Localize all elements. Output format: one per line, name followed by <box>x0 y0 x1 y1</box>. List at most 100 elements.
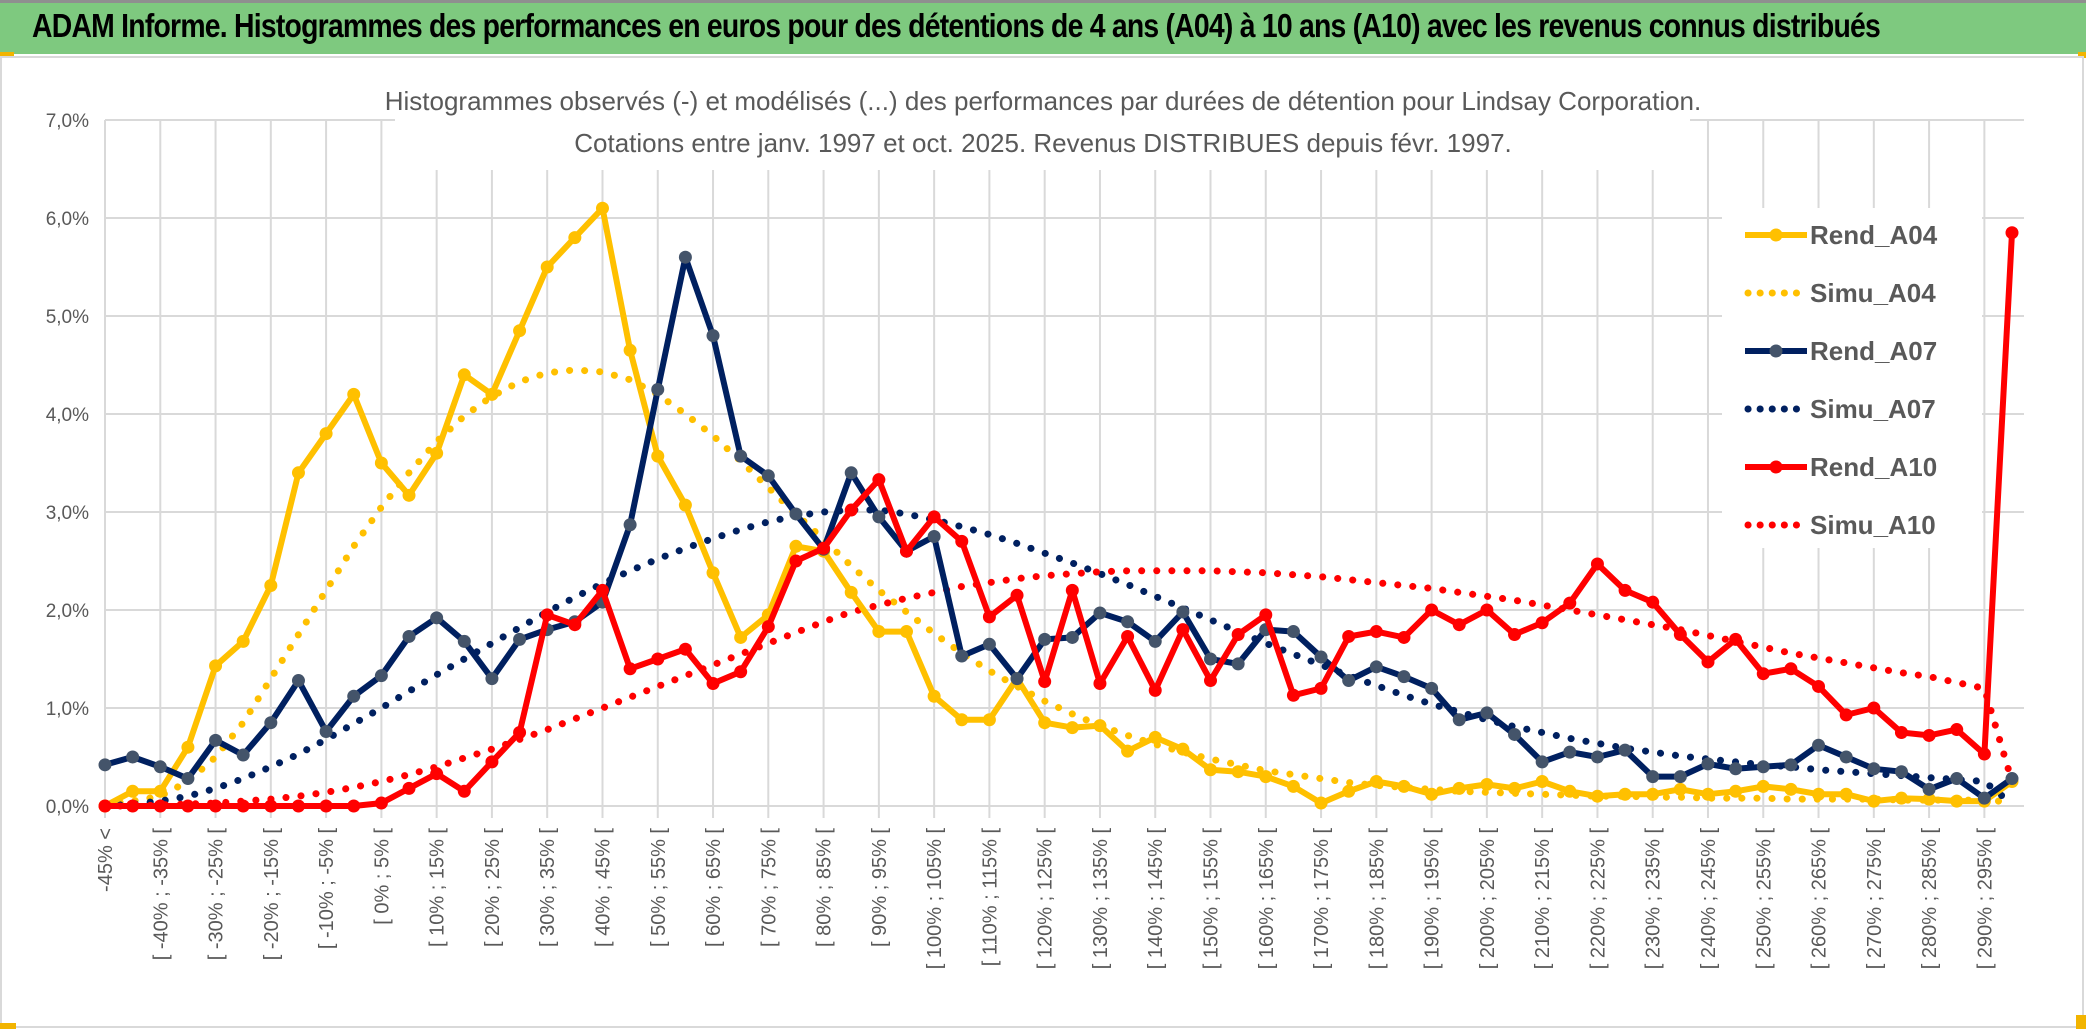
y-tick-label: 2,0% <box>46 601 89 622</box>
data-point <box>1729 784 1743 798</box>
chart-frame <box>0 56 2084 1028</box>
data-point <box>1673 782 1687 796</box>
data-point <box>347 387 361 401</box>
data-point <box>872 510 886 524</box>
data-point <box>1950 772 1964 786</box>
data-point <box>430 611 444 625</box>
data-point <box>1508 781 1522 795</box>
data-point <box>1286 779 1300 793</box>
x-tick-label: [ 170% ; 175% [ <box>1311 828 1333 970</box>
data-point <box>1894 726 1908 739</box>
data-point <box>1894 791 1908 805</box>
data-point <box>402 629 416 643</box>
x-tick-label: [ -40% ; -35% [ <box>150 828 172 961</box>
data-point <box>209 799 223 813</box>
data-point <box>513 726 527 739</box>
data-point <box>982 637 996 651</box>
data-point <box>540 260 554 274</box>
data-point <box>1038 632 1052 646</box>
data-point <box>1038 716 1052 730</box>
data-point <box>1618 743 1632 757</box>
data-point <box>1535 616 1549 630</box>
data-point <box>706 677 720 690</box>
data-point <box>734 665 748 679</box>
legend-label: Rend_A04 <box>1810 220 1938 250</box>
data-point <box>568 231 582 245</box>
data-point <box>1922 782 1936 796</box>
data-point <box>1425 681 1439 695</box>
data-point <box>1176 605 1190 619</box>
data-point <box>1977 791 1991 805</box>
data-point <box>457 368 471 382</box>
x-tick-label: [ 70% ; 75% [ <box>758 828 780 947</box>
data-point <box>1756 779 1770 793</box>
data-point <box>1563 596 1577 610</box>
data-point <box>844 466 858 480</box>
data-point <box>1508 727 1522 741</box>
data-point <box>1839 787 1853 801</box>
data-point <box>1646 595 1660 609</box>
series-layer <box>98 201 2019 813</box>
data-point <box>347 799 361 813</box>
data-point <box>264 716 278 730</box>
data-point <box>955 534 969 548</box>
data-point <box>1259 608 1273 622</box>
data-point <box>1342 629 1356 643</box>
legend-item: Simu_A07 <box>1744 394 1936 424</box>
data-point <box>1590 789 1604 803</box>
data-point <box>678 642 692 656</box>
data-point <box>844 585 858 599</box>
data-point <box>291 799 305 813</box>
y-tick-label: 4,0% <box>46 405 89 426</box>
x-tick-label: [ 90% ; 95% [ <box>869 828 891 947</box>
data-point <box>734 630 748 644</box>
data-point <box>1701 787 1715 801</box>
legend: Rend_A04 Simu_A04 Rend_A07 Simu_A07 Rend_A10… <box>1722 208 1982 548</box>
legend-background <box>1722 208 1982 548</box>
data-point <box>126 750 140 764</box>
chart-title: Histogrammes observés (-) et modélisés (… <box>385 86 1702 116</box>
data-point <box>1618 787 1632 801</box>
x-tick-label: [ 60% ; 65% [ <box>703 828 725 947</box>
data-point <box>1038 675 1052 689</box>
data-point <box>595 583 609 597</box>
data-point <box>1535 755 1549 769</box>
data-point <box>872 473 886 487</box>
data-point <box>1867 762 1881 776</box>
data-point <box>485 387 499 401</box>
legend-label: Simu_A10 <box>1810 510 1936 540</box>
data-point <box>430 446 444 460</box>
data-point <box>374 456 388 470</box>
x-tick-label: [ 0% ; 5% [ <box>371 828 393 925</box>
x-tick-label: [ 110% ; 115% [ <box>979 828 1001 967</box>
series-line <box>103 205 2014 809</box>
x-tick-label: [ 100% ; 105% [ <box>924 828 946 970</box>
data-point <box>1121 744 1135 758</box>
data-point <box>1867 794 1881 808</box>
data-point <box>1010 588 1024 602</box>
data-point <box>1646 770 1660 784</box>
data-point <box>1867 701 1881 715</box>
data-point <box>678 250 692 264</box>
data-point <box>1673 770 1687 784</box>
data-point <box>1452 618 1466 632</box>
data-point <box>955 713 969 727</box>
corner-accent <box>2076 1015 2086 1029</box>
data-point <box>209 733 223 747</box>
data-point <box>982 713 996 727</box>
data-point <box>1977 747 1991 761</box>
data-point <box>844 503 858 517</box>
corner-accent <box>0 52 14 57</box>
report-title: ADAM Informe. Histogrammes des performan… <box>32 7 1881 44</box>
data-point <box>485 755 499 769</box>
data-point <box>209 659 223 673</box>
data-point <box>789 554 803 568</box>
legend-label: Simu_A04 <box>1810 278 1936 308</box>
series-simu-a10 <box>101 567 2016 810</box>
x-tick-label: [ 210% ; 215% [ <box>1532 828 1554 970</box>
data-point <box>1093 606 1107 620</box>
x-tick-label: [ 220% ; 225% [ <box>1587 828 1609 970</box>
data-point <box>1590 557 1604 571</box>
data-point <box>1065 721 1079 735</box>
x-tick-label: [ 140% ; 145% [ <box>1145 828 1167 970</box>
